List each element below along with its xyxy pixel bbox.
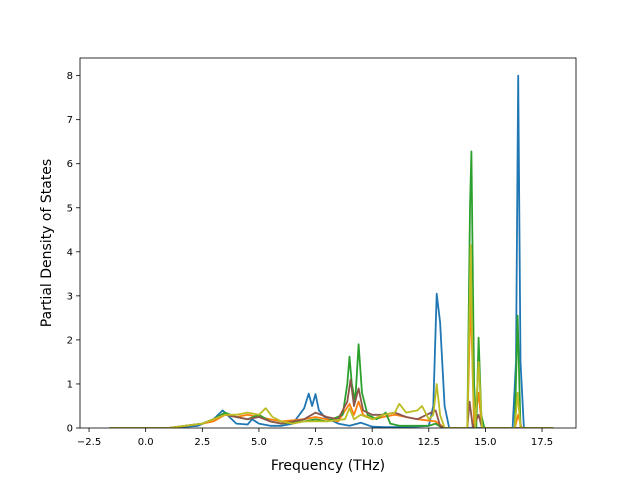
- plot-frame: [79, 57, 577, 429]
- x-tick-label: 15.0: [474, 437, 496, 448]
- y-tick-label: 6: [67, 159, 73, 170]
- y-tick-label: 1: [67, 379, 73, 390]
- x-axis-title: Frequency (THz): [271, 458, 385, 474]
- x-tick-label: 7.5: [308, 437, 324, 448]
- y-tick-label: 4: [67, 247, 73, 258]
- x-tick-label: 12.5: [418, 437, 440, 448]
- y-tick-label: 8: [67, 71, 73, 82]
- x-tick-label: 17.5: [531, 437, 553, 448]
- y-tick-label: 0: [67, 424, 73, 435]
- y-tick-label: 3: [67, 291, 73, 302]
- series-line-5: [109, 244, 554, 428]
- series-layer: [109, 74, 554, 428]
- y-axis-title: Partial Density of States: [39, 159, 55, 327]
- y-tick-label: 2: [67, 335, 73, 346]
- x-tick-label: 0.0: [138, 437, 154, 448]
- x-tick-label: 5.0: [251, 437, 267, 448]
- x-tick-label: −2.5: [77, 437, 101, 448]
- plot-area: [80, 58, 576, 428]
- x-tick-label: 10.0: [361, 437, 383, 448]
- x-tick-label: 2.5: [194, 437, 210, 448]
- y-tick-label: 5: [67, 203, 73, 214]
- x-axis: −2.5 0.0 2.5 5.0 7.5 10.0 12.5 15.0 17.5: [77, 428, 553, 448]
- series-line-4: [109, 378, 554, 428]
- y-axis: 0 1 2 3 4 5 6 7 8: [67, 71, 80, 435]
- y-tick-label: 7: [67, 115, 73, 126]
